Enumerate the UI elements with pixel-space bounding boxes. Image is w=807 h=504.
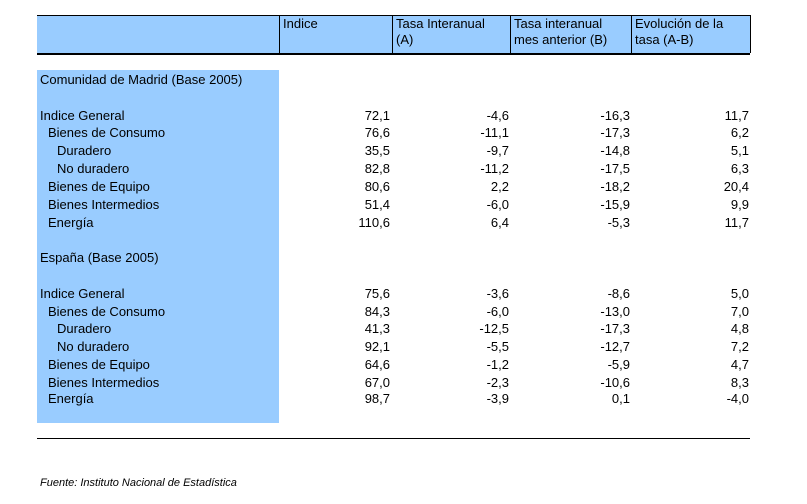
cell-indice: 82,8 [364,161,390,176]
cell-tasa-a: 2,2 [490,179,509,194]
row-label: Bienes de Consumo [48,125,166,140]
header-col5-line2: tasa (A-B) [635,32,694,47]
row-label: Bienes de Equipo [48,179,150,194]
cell-indice: 41,3 [364,321,390,336]
cell-evolucion: 9,9 [730,197,749,212]
header-cell-label [37,15,279,53]
row-label: Duradero [57,321,112,336]
cell-tasa-b: -12,7 [600,339,630,354]
cell-evolucion: 7,2 [730,339,749,354]
cell-indice: 92,1 [364,339,390,354]
cell-evolucion: 20,4 [723,179,749,194]
cell-tasa-b: -18,2 [600,179,630,194]
cell-evolucion: 8,3 [730,375,749,390]
cell-tasa-a: -11,1 [480,125,509,140]
cell-tasa-b: -16,3 [600,108,630,123]
cell-evolucion: 6,3 [730,161,749,176]
header-col4-line1: Tasa interanual [514,16,603,31]
cell-tasa-a: -6,0 [486,197,509,212]
cell-indice: 35,5 [364,143,390,158]
header-cell-evolucion: Evolución de la tasa (A-B) [632,15,750,53]
row-label: Bienes Intermedios [48,375,160,390]
cell-evolucion: 5,0 [730,286,749,301]
cell-evolucion: -4,0 [726,391,749,406]
cell-tasa-a: -1,2 [486,357,509,372]
cell-indice: 110,6 [358,215,390,230]
cell-evolucion: 4,8 [730,321,749,336]
cell-evolucion: 11,7 [724,108,749,123]
cell-tasa-a: -12,5 [479,321,509,336]
cell-tasa-b: -17,3 [600,125,630,140]
source-note: Fuente: Instituto Nacional de Estadístic… [40,477,237,489]
cell-tasa-b: -8,6 [607,286,630,301]
section-title-espana: España (Base 2005) [40,250,159,265]
row-label: Bienes Intermedios [48,197,160,212]
cell-indice: 76,6 [364,125,390,140]
header-divider-4 [631,15,632,53]
cell-tasa-a: -5,5 [486,339,509,354]
cell-tasa-a: 6,4 [490,215,509,230]
row-label: Indice General [40,108,125,123]
cell-indice: 64,6 [364,357,390,372]
cell-tasa-a: -6,0 [486,304,509,319]
cell-evolucion: 4,7 [730,357,749,372]
cell-indice: 75,6 [364,286,390,301]
cell-indice: 51,4 [364,197,390,212]
cell-tasa-b: -13,0 [600,304,630,319]
label-column-background [37,70,279,423]
cell-tasa-b: -10,6 [600,375,630,390]
row-label: Indice General [40,286,125,301]
cell-evolucion: 7,0 [730,304,749,319]
header-col3-line2: (A) [396,32,414,47]
cell-tasa-a: -2,3 [486,375,509,390]
header-top-border [37,15,750,16]
cell-tasa-b: -14,8 [600,143,630,158]
row-label: No duradero [57,161,130,176]
header-divider-3 [510,15,511,53]
table-bottom-border [37,438,750,439]
header-col3-line1: Tasa Interanual [396,16,485,31]
row-label: Energía [48,215,94,230]
cell-evolucion: 11,7 [724,215,749,230]
section-title-madrid: Comunidad de Madrid (Base 2005) [40,72,243,87]
cell-tasa-b: -17,5 [600,161,630,176]
row-label: Energía [48,391,94,406]
header-bottom-border [37,53,750,55]
cell-tasa-b: -15,9 [600,197,630,212]
cell-indice: 80,6 [364,179,390,194]
cell-indice: 67,0 [364,375,390,390]
cell-tasa-b: -5,9 [607,357,630,372]
cell-indice: 98,7 [364,391,390,406]
header-col2: Indice [283,16,318,31]
cell-tasa-b: -17,3 [600,321,630,336]
cell-tasa-a: -11,2 [480,161,509,176]
cell-evolucion: 6,2 [730,125,749,140]
header-divider-1 [279,15,280,53]
header-divider-2 [392,15,393,53]
row-label: No duradero [57,339,130,354]
row-label: Bienes de Consumo [48,304,166,319]
cell-tasa-b: -5,3 [607,215,630,230]
header-cell-tasa-a: Tasa Interanual (A) [393,15,510,53]
cell-evolucion: 5,1 [730,143,749,158]
header-col4-line2: mes anterior (B) [514,32,608,47]
cell-tasa-a: -3,9 [486,391,509,406]
cell-tasa-a: -4,6 [486,108,509,123]
cell-indice: 72,1 [364,108,390,123]
row-label: Bienes de Equipo [48,357,150,372]
row-label: Duradero [57,143,112,158]
cell-tasa-a: -9,7 [486,143,509,158]
cell-tasa-b: 0,1 [611,391,630,406]
cell-indice: 84,3 [364,304,390,319]
header-cell-tasa-b: Tasa interanual mes anterior (B) [511,15,631,53]
header-cell-indice: Indice [280,15,392,53]
cell-tasa-a: -3,6 [486,286,509,301]
header-divider-5 [750,15,751,53]
header-col5-line1: Evolución de la [635,16,724,31]
